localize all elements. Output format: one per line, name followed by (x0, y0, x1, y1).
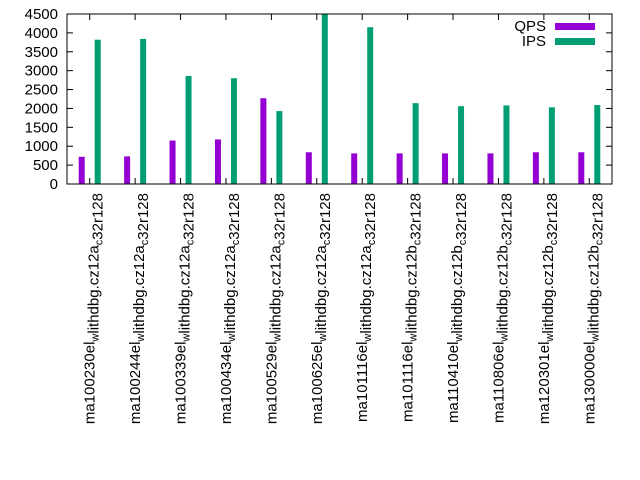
x-tick-label: ma100230elwlithdbg.cz12ac32r128 (82, 193, 107, 424)
x-tick-label: ma120301elwlithdbg.cz12bc32r128 (536, 193, 561, 424)
y-tick-label: 1500 (25, 119, 58, 136)
legend-swatch-ips (555, 38, 595, 45)
bar-qps (532, 152, 539, 184)
y-tick-label: 3000 (25, 63, 58, 80)
bar-qps (396, 153, 403, 184)
bar-ips (276, 111, 283, 184)
bar-ips (503, 105, 510, 184)
y-tick-label: 3500 (25, 44, 58, 61)
x-tick-label: ma100434elwlithdbg.cz12ac32r128 (218, 193, 243, 424)
bar-qps (442, 153, 449, 184)
bar-qps (260, 98, 267, 184)
bar-ips (594, 105, 601, 184)
y-tick-label: 2500 (25, 82, 58, 99)
bar-qps (78, 156, 85, 184)
x-tick-label: ma110806elwlithdbg.cz12bc32r128 (490, 193, 515, 423)
x-tick-label: ma110410elwlithdbg.cz12bc32r128 (445, 193, 470, 423)
y-tick-label: 0 (50, 176, 58, 193)
legend-swatch-qps (555, 23, 595, 30)
bar-ips (458, 106, 465, 184)
bar-ips (140, 38, 147, 184)
legend-label-ips: IPS (522, 33, 546, 50)
y-tick-label: 500 (33, 157, 58, 174)
y-tick-label: 4000 (25, 25, 58, 42)
y-tick-label: 4500 (25, 6, 58, 23)
legend-label-qps: QPS (514, 18, 546, 35)
bar-qps (169, 140, 176, 184)
bar-ips (321, 14, 328, 185)
bar-qps (124, 156, 131, 184)
bar-qps (351, 153, 358, 184)
bar-qps (578, 152, 585, 184)
x-tick-label: ma100339elwlithdbg.cz12ac32r128 (173, 193, 198, 424)
bar-ips (230, 78, 237, 184)
bar-ips (94, 39, 101, 184)
x-tick-label: ma100244elwlithdbg.cz12ac32r128 (127, 193, 152, 424)
x-tick-label: ma100625elwlithdbg.cz12ac32r128 (309, 193, 334, 424)
bar-ips (412, 103, 419, 184)
bar-qps (305, 152, 312, 184)
bar-qps (214, 139, 221, 184)
bar-ips (185, 75, 192, 184)
x-tick-label: ma101116elwlithdbg.cz12ac32r128 (354, 193, 379, 422)
x-tick-label: ma130000elwlithdbg.cz12bc32r128 (581, 193, 606, 424)
bars-group (78, 14, 601, 185)
x-tick-label: ma101116elwlithdbg.cz12bc32r128 (400, 193, 425, 422)
y-tick-label: 2000 (25, 100, 58, 117)
x-tick-label: ma100529elwlithdbg.cz12ac32r128 (263, 193, 288, 424)
plot-frame (66, 13, 613, 185)
x-axis: ma100230elwlithdbg.cz12ac32r128 ma100244e… (82, 14, 606, 424)
bar-ips (367, 27, 374, 184)
bar-ips (548, 107, 555, 184)
bar-qps (487, 153, 494, 184)
y-tick-label: 1000 (25, 138, 58, 155)
